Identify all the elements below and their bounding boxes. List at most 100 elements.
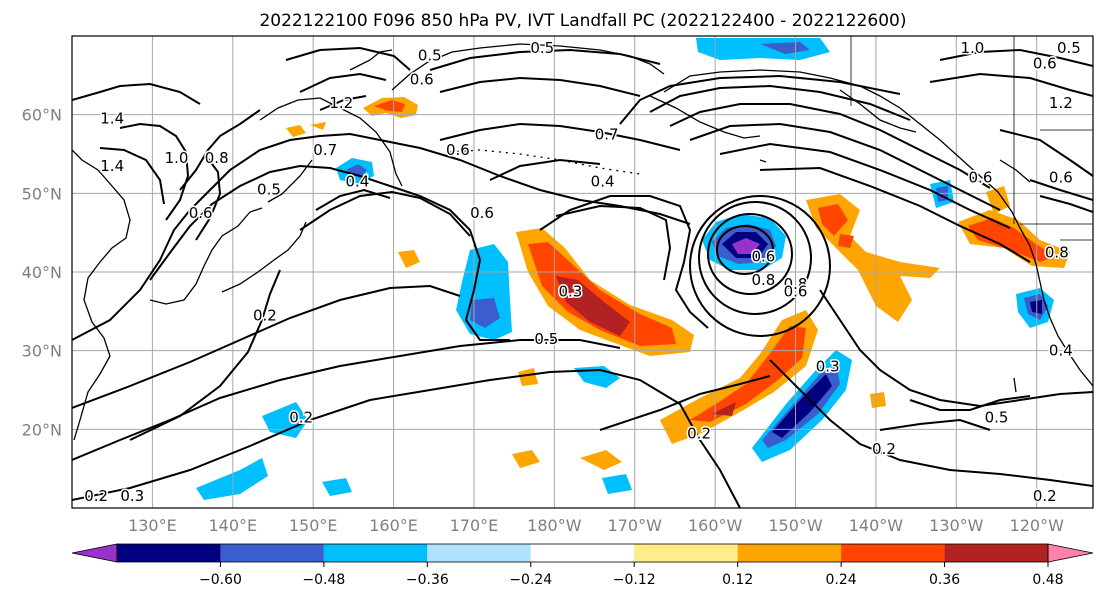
contour-label: 0.8: [751, 271, 775, 289]
pv-contour-line: [1029, 179, 1093, 201]
contour-label: 0.2: [289, 409, 313, 427]
contour-label: 1.0: [165, 149, 189, 167]
contour-label: 0.2: [872, 440, 896, 458]
contour-label: 0.8: [1045, 243, 1069, 261]
coastline-asia: [72, 149, 131, 441]
contour-label: 0.6: [410, 70, 434, 88]
pv-negative-region: [732, 238, 760, 254]
pv-negative-region: [1030, 300, 1042, 314]
longitude-label: 130°E: [128, 516, 177, 535]
longitude-label: 180°W: [527, 516, 582, 535]
contour-label: 0.5: [418, 47, 442, 65]
pv-contour-line: [599, 375, 771, 431]
pv-positive-region: [690, 326, 806, 422]
pv-contour-line: [879, 418, 991, 431]
colorbar-segment: [323, 544, 428, 562]
contour-label: 0.5: [985, 409, 1009, 427]
pv-contour-line: [285, 46, 411, 71]
pv-negative-region: [602, 474, 632, 494]
colorbar-segment: [117, 544, 221, 562]
contour-label: 0.2: [253, 306, 277, 324]
colorbar-label: −0.60: [199, 572, 242, 588]
pv-contour-line: [689, 122, 1001, 211]
contour-label: 0.2: [1033, 487, 1057, 505]
colorbar-label: −0.12: [613, 572, 656, 588]
pv-contour-line: [439, 76, 641, 97]
longitude-label: 140°W: [849, 516, 904, 535]
colorbar-segment: [841, 544, 945, 562]
longitude-labels: 130°E 140°E 150°E 160°E 170°E 180°W 170°W 160°W…: [128, 516, 1064, 535]
map-area: 0.50.60.51.41.41.21.0 0.8 0.70.60.5 0.40.60…: [72, 36, 1093, 508]
coastline-korea-japan: [149, 207, 263, 305]
pv-contour-line: [72, 82, 201, 105]
pv-contour-line: [195, 155, 222, 241]
contour-label: 0.8: [205, 149, 229, 167]
pv-positive-region: [374, 100, 405, 112]
pv-contour-line: [299, 190, 471, 237]
pv-positive-region: [968, 218, 1056, 262]
pv-contour-line: [439, 122, 681, 151]
pv-contour-ring: [689, 195, 831, 337]
pv-contour-line: [72, 284, 461, 409]
coastline-japan: [221, 221, 307, 293]
pv-positive-region: [518, 368, 538, 386]
contour-label: 1.4: [100, 110, 124, 128]
pv-contour-line: [429, 48, 661, 71]
coastline-siberia: [349, 49, 393, 71]
contour-label: 0.2: [687, 424, 711, 442]
colorbar-extend-max: [1047, 543, 1094, 563]
pv-contour-line: [72, 339, 621, 461]
pv-positive-region: [512, 450, 540, 468]
contour-label: 0.5: [530, 39, 554, 57]
pv-positive-region: [580, 450, 622, 470]
pv-positive-region: [286, 125, 306, 137]
longitude-label: 170°W: [608, 516, 663, 535]
contour-label: 0.7: [313, 141, 337, 159]
latitude-label: 50°N: [22, 184, 62, 203]
contour-label: 0.8: [784, 275, 808, 293]
longitude-label: 160°E: [369, 516, 418, 535]
contour-label: 0.4: [1049, 342, 1073, 360]
longitude-label: 140°E: [208, 516, 257, 535]
pv-positive-region: [818, 204, 848, 236]
pv-contour-line: [72, 132, 691, 341]
contour-label: 0.3: [120, 487, 144, 505]
coastlines: [72, 43, 1093, 441]
colorbar-frame: [116, 543, 1049, 563]
pv-contour-line: [769, 359, 1093, 487]
pv-contour-line: [909, 395, 1031, 411]
colorbar-segment: [634, 544, 738, 562]
coastline-north-america: [663, 69, 1093, 387]
pv-contour-line: [319, 95, 367, 111]
pv-negative-region: [760, 42, 810, 54]
contour-label: 0.3: [559, 283, 583, 301]
colorbar-extend-min: [71, 543, 118, 563]
pv-contour-line: [649, 84, 911, 121]
pv-contour-ring: [707, 213, 793, 295]
latitude-labels: 20°N 30°N 40°N 50°N 60°N: [22, 106, 62, 440]
pv-shading: [196, 38, 1070, 500]
pv-positive-region: [838, 234, 854, 248]
pv-positive-region: [398, 250, 420, 268]
pv-negative-region: [470, 298, 500, 328]
contour-label: 0.6: [1033, 55, 1057, 73]
pv-contour-ring: [716, 225, 774, 275]
pv-positive-region: [870, 392, 886, 408]
pv-negative-region: [346, 164, 367, 178]
longitude-label: 170°E: [450, 516, 499, 535]
pv-contour-line: [72, 368, 741, 508]
contour-label: 0.6: [470, 204, 494, 222]
pv-contour-line: [719, 142, 1011, 229]
colorbar-label: 0.12: [722, 572, 753, 588]
pv-contour-line: [315, 188, 391, 211]
contour-label: 0.5: [1057, 39, 1081, 57]
contour-labels: 0.50.60.51.41.41.21.0 0.8 0.70.60.5 0.40.60…: [83, 37, 1083, 506]
contour-label: 0.6: [969, 169, 993, 187]
pv-positive-region: [712, 402, 736, 416]
map-frame: [71, 35, 1094, 509]
pv-negative-region: [322, 478, 352, 496]
colorbar-label: 0.24: [826, 572, 857, 588]
contour-label: 0.6: [751, 247, 775, 265]
pv-contour-line: [179, 109, 261, 191]
